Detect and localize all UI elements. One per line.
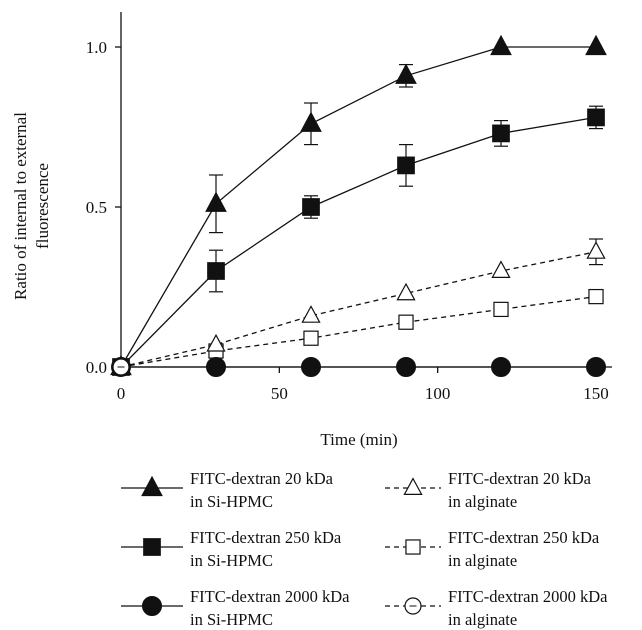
x-tick-label: 100: [425, 384, 451, 403]
data-point-s1: [302, 198, 320, 216]
legend-marker-3: [403, 477, 423, 495]
legend-label-5: FITC-dextran 2000 kDa: [448, 587, 608, 606]
plot-area: 0 50 100 150 0.0 0.5 1.0: [86, 12, 612, 403]
data-point-s3: [206, 333, 226, 352]
legend-label-2: FITC-dextran 2000 kDa: [190, 587, 350, 606]
y-axis-title-line1: Ratio of internal to external: [11, 112, 30, 300]
legend-label-4: FITC-dextran 250 kDa: [448, 528, 600, 547]
data-point-s4: [398, 314, 414, 330]
y-tick-label: 1.0: [86, 38, 107, 57]
data-point-s4: [493, 301, 509, 318]
series-line-3: [120, 251, 597, 368]
data-point-s2: [206, 357, 226, 377]
legend-label-4-line2: in alginate: [448, 551, 517, 570]
x-tick-label: 50: [271, 384, 288, 403]
series-line-1: [120, 116, 597, 368]
series-line-0: [120, 46, 596, 368]
data-point-s2: [586, 357, 606, 377]
legend-label-1: FITC-dextran 250 kDa: [190, 528, 342, 547]
series-line-4: [120, 295, 597, 368]
data-point-s4: [588, 288, 604, 305]
data-point-s3: [396, 282, 416, 301]
data-point-s0: [300, 111, 322, 132]
data-point-s2: [491, 357, 511, 377]
legend-marker-1: [143, 538, 161, 556]
x-tick-label: 150: [583, 384, 609, 403]
data-point-s0: [490, 34, 512, 56]
data-point-s1: [397, 156, 415, 175]
data-point-s3: [586, 241, 606, 259]
y-axis-title-line2: fluorescence: [33, 163, 52, 249]
data-point-s2: [396, 357, 416, 377]
data-point-s0: [205, 191, 227, 212]
legend-label-5-line2: in alginate: [448, 610, 517, 629]
y-tick-label: 0.0: [86, 358, 107, 377]
data-point-s1: [207, 262, 225, 280]
legend-marker-0: [141, 475, 163, 497]
data-point-s1: [492, 124, 510, 143]
x-tick-label: 0: [117, 384, 126, 403]
legend-label-3-line2: in alginate: [448, 492, 517, 511]
y-tick-label: 0.5: [86, 198, 107, 217]
data-point-s0: [585, 34, 607, 56]
legend-marker-4: [405, 539, 421, 555]
data-point-s3: [491, 260, 511, 278]
data-point-s4: [303, 330, 319, 346]
data-point-s2: [301, 357, 321, 377]
legend-marker-2: [142, 596, 162, 616]
data-point-s0: [395, 63, 417, 84]
x-axis-title: Time (min): [320, 430, 397, 449]
data-point-s1: [587, 108, 605, 127]
legend-label-3: FITC-dextran 20 kDa: [448, 469, 592, 488]
legend-label-2-line2: in Si-HPMC: [190, 610, 273, 629]
legend-label-1-line2: in Si-HPMC: [190, 551, 273, 570]
legend-label-0-line2: in Si-HPMC: [190, 492, 273, 511]
legend-label-0: FITC-dextran 20 kDa: [190, 469, 334, 488]
data-point-s3: [301, 305, 321, 323]
legend: FITC-dextran 20 kDa in Si-HPMC FITC-dextra…: [121, 469, 608, 629]
